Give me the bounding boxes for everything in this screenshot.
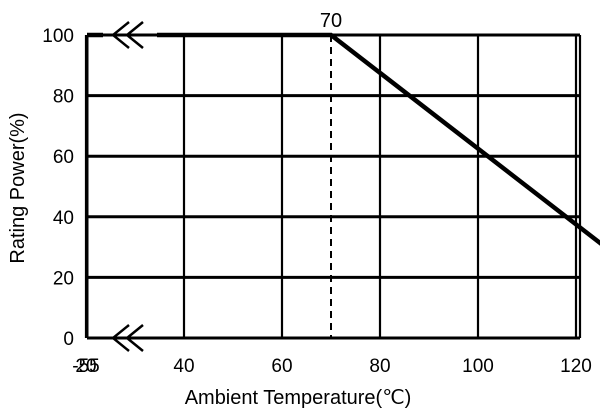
x-tick-label-120: 120 [560,356,592,377]
y-axis-label: Rating Power(%) [7,112,29,263]
series-line-0 [87,32,600,246]
y-tick-label-80: 80 [53,87,74,108]
series [87,32,600,246]
x-tick-label-80: 80 [369,356,390,377]
break-chevron-a-0 [111,324,130,352]
x-tick-label-start: -55 [72,356,99,377]
break-chevron-b-100 [125,21,144,49]
y-tick-label-100: 100 [42,26,74,47]
annotations: 70150 [320,10,342,32]
axis-break-markers [103,20,160,353]
grid [84,33,582,340]
reference-lines [330,35,332,338]
x-tick-label-60: 60 [271,356,292,377]
y-tick-label-40: 40 [53,208,74,229]
break-chevron-a-100 [111,21,130,49]
x-tick-label-40: 40 [173,356,194,377]
y-tick-label-20: 20 [53,268,74,289]
x-tick-label-20: 20 [75,356,96,377]
x-tick-label-100: 100 [462,356,494,377]
annotation-70: 70 [320,10,342,32]
x-axis-label: Ambient Temperature(℃) [185,387,412,409]
y-tick-label-0: 0 [63,329,74,350]
y-tick-label-60: 60 [53,147,74,168]
break-chevron-b-0 [125,324,144,352]
